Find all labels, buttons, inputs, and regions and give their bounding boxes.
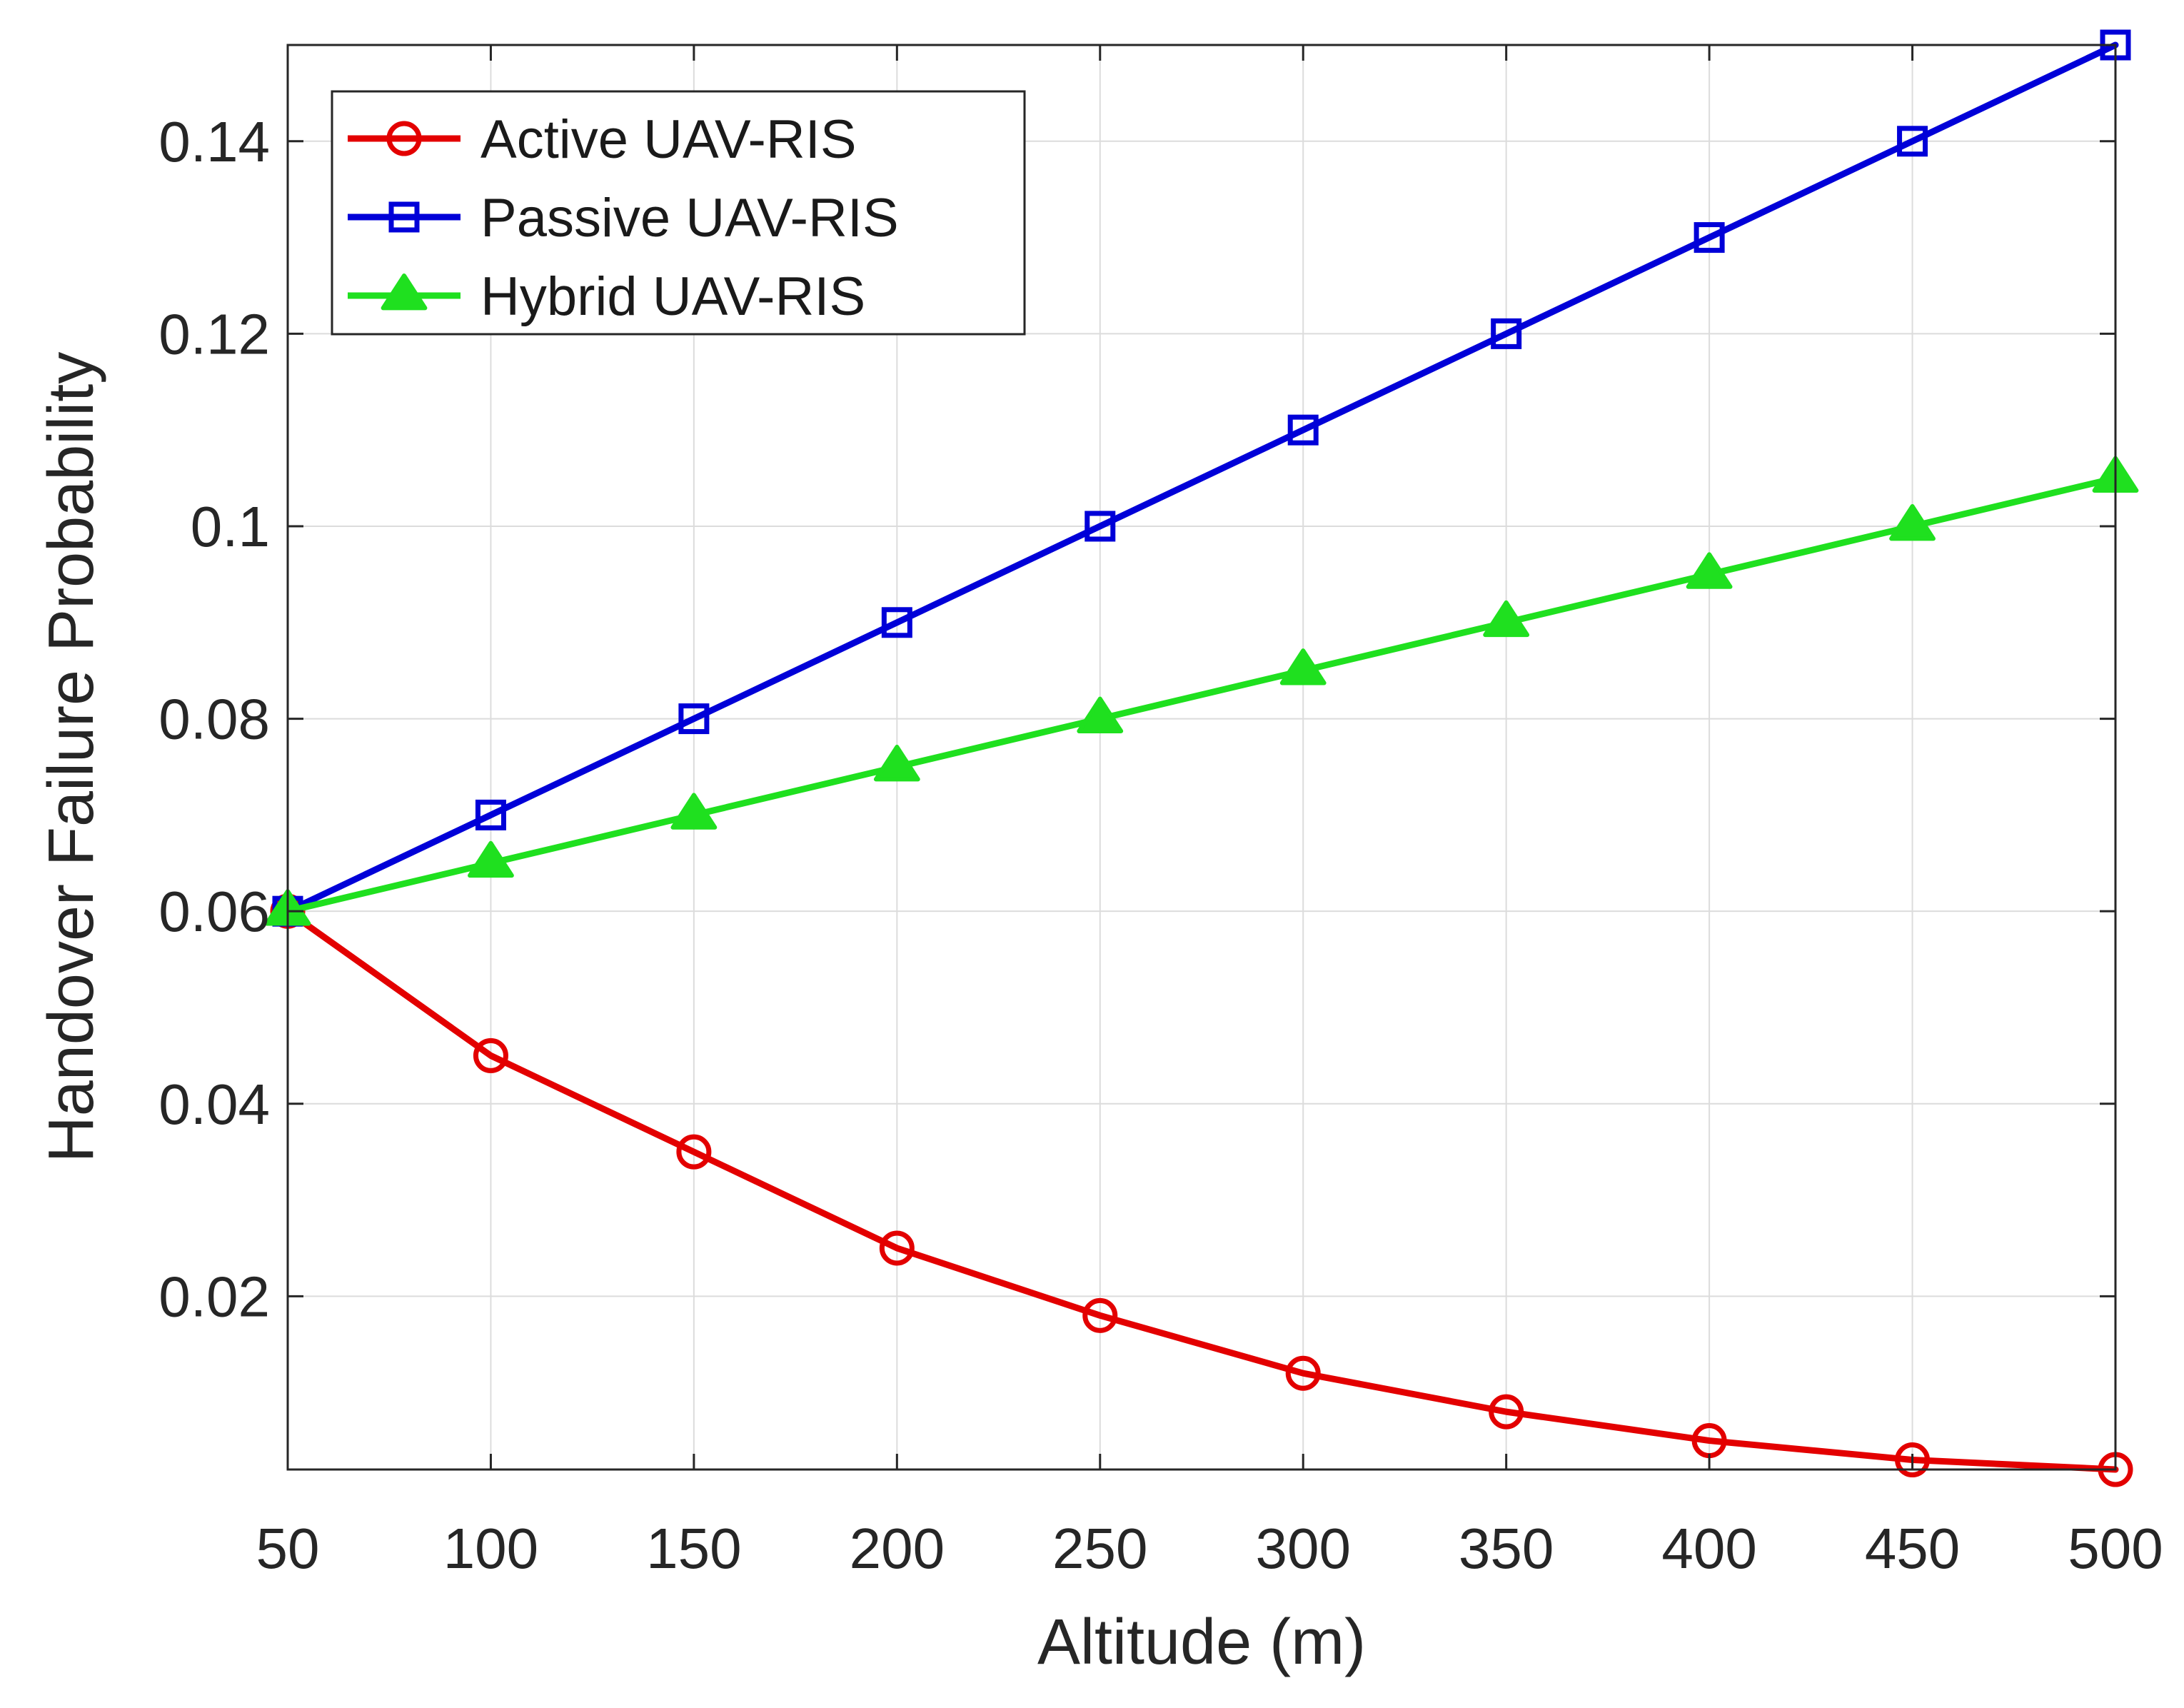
data-point <box>1694 222 1725 253</box>
data-point <box>1897 126 1928 157</box>
data-point <box>670 793 718 830</box>
legend-entry: Hybrid UAV-RIS <box>348 266 865 327</box>
y-axis-title: Handover Failure Probability <box>36 352 107 1163</box>
x-tick-label: 300 <box>1255 1517 1350 1580</box>
y-tick-label: 0.06 <box>158 880 270 943</box>
x-tick-label: 200 <box>850 1517 945 1580</box>
data-point <box>1285 1355 1321 1391</box>
legend-label: Passive UAV-RIS <box>480 188 899 248</box>
data-point <box>1491 318 1522 349</box>
x-tick-label: 450 <box>1865 1517 1960 1580</box>
legend-entry: Active UAV-RIS <box>348 109 857 170</box>
data-point <box>1287 414 1319 446</box>
data-point <box>473 1038 508 1073</box>
legend-marker <box>388 201 420 233</box>
data-point <box>1279 648 1327 685</box>
data-point <box>1483 600 1530 638</box>
series-line <box>284 908 2119 1473</box>
y-tick-label: 0.14 <box>158 110 270 174</box>
axis-ticks: 50 100 150 200 250 300 350 400 450 500 0.02 0.04 0.0… <box>158 45 2163 1580</box>
y-tick-label: 0.02 <box>158 1265 270 1328</box>
y-tick-label: 0.12 <box>158 302 270 366</box>
x-tick-label: 400 <box>1661 1517 1756 1580</box>
data-point <box>1686 552 1733 589</box>
data-point <box>1077 696 1124 733</box>
series-triangle <box>264 456 2139 926</box>
x-tick-label: 250 <box>1052 1517 1147 1580</box>
data-point <box>873 744 920 782</box>
series-line <box>284 41 2119 915</box>
legend-label: Active UAV-RIS <box>480 109 857 170</box>
legend-label: Hybrid UAV-RIS <box>480 266 865 327</box>
x-tick-label: 150 <box>646 1517 741 1580</box>
legend-entry: Passive UAV-RIS <box>348 188 899 248</box>
series-group <box>264 29 2139 1487</box>
data-point <box>1082 1297 1118 1333</box>
series-line <box>284 475 2119 915</box>
y-tick-label: 0.1 <box>191 495 270 558</box>
data-point <box>678 703 710 735</box>
series-square <box>272 29 2131 927</box>
y-tick-label: 0.04 <box>158 1072 270 1136</box>
data-point <box>1085 511 1116 542</box>
plot-frame <box>286 44 2117 1471</box>
x-axis-title: Altitude (m) <box>1037 1607 1366 1678</box>
data-point <box>1895 1442 1931 1478</box>
x-tick-label: 100 <box>443 1517 538 1580</box>
legend-marker <box>381 273 428 311</box>
data-point <box>1489 1394 1524 1430</box>
data-point <box>879 1230 915 1266</box>
y-tick-label: 0.08 <box>158 688 270 751</box>
data-point <box>881 607 912 638</box>
x-tick-label: 350 <box>1459 1517 1554 1580</box>
x-tick-label: 500 <box>2068 1517 2163 1580</box>
data-point <box>475 799 506 830</box>
data-point <box>468 840 514 878</box>
legend: Active UAV-RIS Passive UAV-RIS Hybrid UAV-… <box>331 90 1026 336</box>
data-point <box>676 1134 712 1170</box>
legend-marker <box>386 121 422 156</box>
data-point <box>1889 503 1936 541</box>
x-tick-label: 50 <box>256 1517 320 1580</box>
